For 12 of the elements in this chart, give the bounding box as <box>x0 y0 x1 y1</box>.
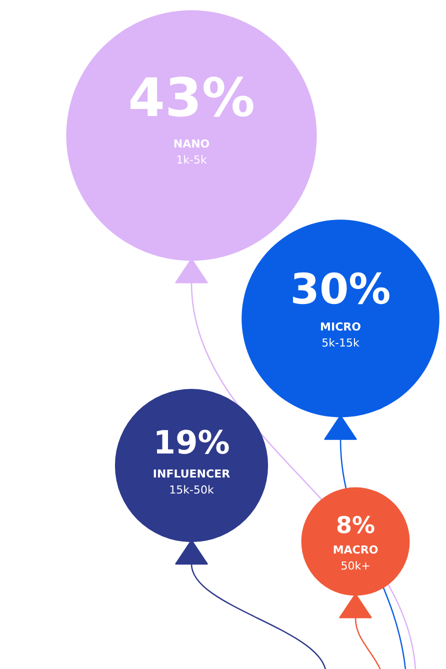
category-label: MACRO <box>332 544 378 556</box>
data-label: 8% <box>336 512 376 539</box>
text: 50k+ <box>340 560 370 572</box>
category-label: INFLUENCER <box>152 468 231 480</box>
category-label: MICRO <box>320 320 361 334</box>
category-label: NANO <box>173 138 210 150</box>
data-label: 19% <box>153 424 230 462</box>
text: 15k-50k <box>169 484 214 496</box>
text: 1k-5k <box>176 154 208 166</box>
data-label: 30% <box>290 264 391 314</box>
data-label: 43% <box>128 68 255 130</box>
text: 5k-15k <box>322 336 360 350</box>
